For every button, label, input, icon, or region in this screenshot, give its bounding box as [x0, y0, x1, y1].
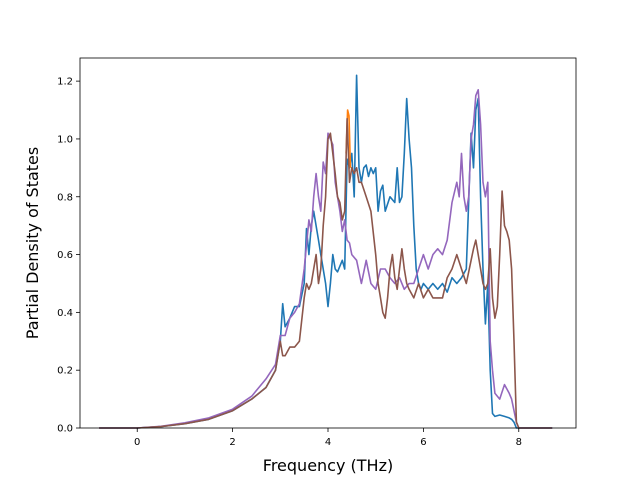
y-axis-label: Partial Density of States	[23, 147, 42, 339]
y-tick-label: 0.0	[57, 424, 73, 435]
y-tick-label: 0.6	[57, 250, 73, 261]
y-tick-label: 1.2	[57, 77, 73, 88]
y-tick-label: 0.4	[57, 308, 73, 319]
series-line-1	[99, 74, 553, 429]
y-axis-ticks: 0.0 0.2 0.4 0.6 0.8 1.0 1.2	[57, 77, 80, 435]
x-tick-label: 0	[134, 437, 140, 448]
x-tick-label: 2	[229, 437, 235, 448]
x-tick-label: 4	[325, 437, 331, 448]
y-tick-label: 0.8	[57, 192, 73, 203]
x-tick-label: 8	[516, 437, 522, 448]
series-line-3	[99, 89, 553, 429]
series-line-4	[99, 117, 553, 429]
y-tick-label: 0.2	[57, 366, 73, 377]
plot-lines	[99, 74, 553, 429]
x-axis-ticks: 0 2 4 6 8	[134, 428, 522, 448]
x-axis-label: Frequency (THz)	[263, 456, 393, 475]
x-tick-label: 6	[420, 437, 426, 448]
y-tick-label: 1.0	[57, 134, 73, 145]
plot-frame	[79, 57, 577, 429]
